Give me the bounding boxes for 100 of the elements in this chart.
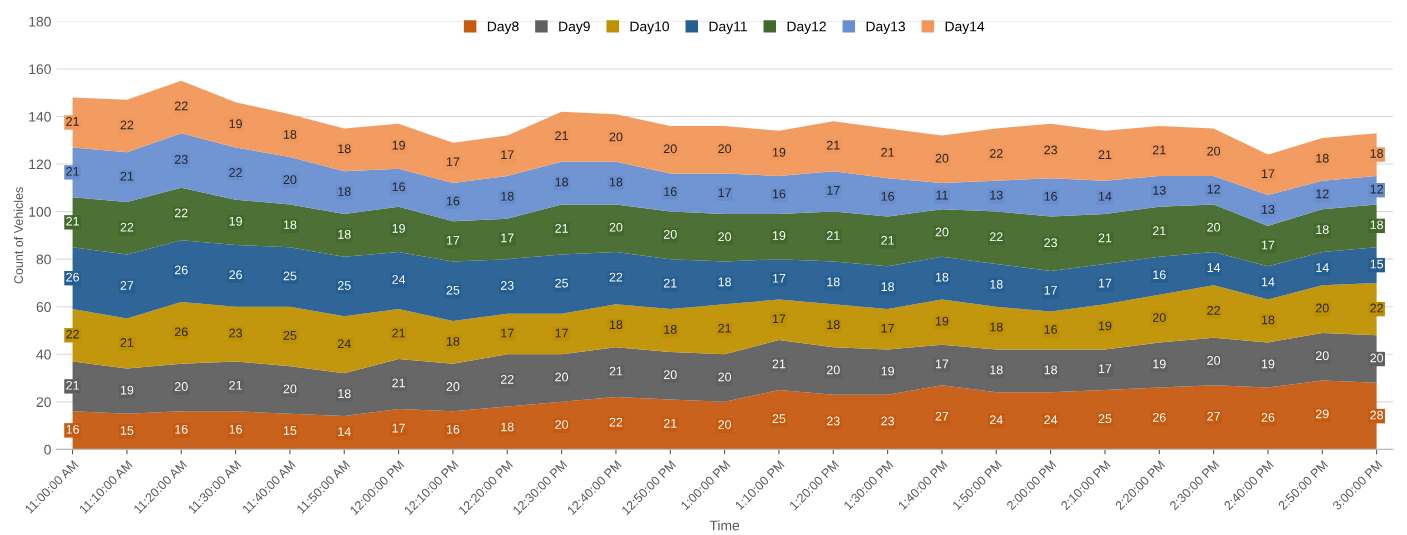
y-tick-label: 80 (36, 254, 51, 265)
data-label: 16 (175, 424, 188, 434)
data-label: 17 (1261, 240, 1275, 250)
data-label: 17 (718, 188, 731, 198)
data-label: 23 (826, 416, 840, 426)
data-label: 13 (1261, 204, 1275, 214)
data-label: 18 (609, 177, 623, 187)
y-axis-title: Count of Vehicles (13, 187, 23, 284)
data-label: 17 (1044, 285, 1057, 295)
data-label: 16 (881, 191, 895, 201)
data-label: 16 (66, 424, 79, 434)
legend-label: Day13 (866, 21, 906, 35)
data-label: 19 (229, 216, 242, 226)
data-label: 23 (1044, 145, 1058, 155)
data-label: 20 (1207, 222, 1221, 232)
data-label: 19 (392, 223, 405, 233)
data-label: 17 (772, 314, 786, 324)
data-label: 18 (990, 279, 1003, 289)
data-label: 22 (66, 329, 79, 339)
data-label: 22 (229, 168, 242, 177)
legend-label: Day10 (630, 21, 669, 35)
data-label: 21 (66, 216, 79, 226)
data-label: 19 (1261, 359, 1275, 369)
data-label: 21 (1152, 145, 1166, 155)
data-label: 21 (392, 378, 405, 388)
data-label: 19 (881, 366, 894, 376)
data-label: 20 (718, 144, 732, 154)
data-label: 17 (501, 328, 514, 338)
data-label: 15 (1370, 259, 1384, 269)
data-label: 18 (1316, 153, 1329, 163)
data-label: 21 (881, 147, 894, 157)
data-label: 20 (1315, 303, 1329, 313)
data-label: 20 (446, 382, 460, 391)
data-label: 20 (555, 372, 569, 382)
data-label: 21 (1098, 233, 1112, 243)
data-label: 18 (1370, 220, 1384, 230)
data-label: 20 (609, 222, 623, 232)
data-label: 21 (392, 328, 405, 338)
data-label: 21 (826, 140, 840, 150)
data-label: 14 (1098, 191, 1112, 201)
data-label: 22 (1207, 305, 1220, 315)
data-label: 19 (772, 147, 786, 157)
data-label: 28 (1370, 410, 1384, 420)
data-label: 20 (283, 175, 297, 185)
y-tick-label: 40 (36, 349, 51, 360)
data-label: 20 (663, 229, 677, 239)
data-label: 22 (609, 272, 623, 282)
data-label: 25 (283, 271, 297, 281)
data-label: 20 (1207, 146, 1221, 156)
data-label: 25 (337, 281, 351, 290)
data-label: 21 (120, 338, 134, 347)
data-label: 22 (989, 149, 1003, 158)
data-label: 18 (338, 229, 351, 239)
data-label: 18 (1370, 149, 1384, 158)
data-label: 18 (446, 336, 460, 346)
data-label: 23 (229, 328, 242, 338)
data-label: 18 (609, 320, 623, 330)
data-label: 18 (338, 187, 351, 196)
data-label: 20 (174, 382, 188, 391)
data-label: 11 (936, 190, 948, 200)
data-label: 22 (120, 222, 134, 232)
data-label: 16 (664, 187, 677, 196)
data-label: 23 (881, 416, 895, 426)
data-label: 20 (555, 420, 569, 429)
data-label: 17 (1098, 278, 1112, 288)
data-label: 20 (1152, 313, 1166, 322)
data-label: 25 (283, 330, 297, 340)
data-label: 17 (501, 150, 514, 159)
y-tick-label: 140 (29, 111, 51, 122)
data-label: 20 (283, 384, 297, 394)
data-label: 26 (66, 272, 79, 282)
data-label: 18 (338, 144, 351, 154)
data-label: 27 (935, 411, 949, 421)
data-label: 14 (1207, 263, 1221, 272)
data-label: 18 (501, 422, 514, 432)
data-label: 16 (446, 424, 460, 434)
data-label: 24 (392, 275, 406, 284)
data-label: 26 (1152, 412, 1166, 422)
data-label: 16 (1153, 270, 1166, 280)
y-tick-label: 0 (44, 444, 51, 455)
data-label: 16 (446, 196, 460, 206)
data-label: 13 (1153, 185, 1166, 195)
data-label: 22 (1370, 303, 1383, 313)
legend-label: Day9 (559, 21, 590, 35)
data-label: 18 (555, 177, 569, 187)
data-label: 18 (718, 277, 732, 287)
x-axis-title: Time (709, 520, 740, 531)
data-label: 18 (338, 389, 351, 399)
data-label: 22 (120, 120, 134, 130)
data-label: 20 (1315, 351, 1329, 361)
data-label: 26 (174, 327, 188, 337)
data-label: 25 (1098, 414, 1112, 424)
data-label: 17 (772, 274, 786, 283)
data-label: 18 (935, 272, 949, 282)
data-label: 21 (772, 359, 786, 369)
data-label: 15 (283, 426, 297, 435)
data-label: 23 (1044, 238, 1058, 248)
data-label: 21 (555, 131, 568, 140)
data-label: 16 (1044, 325, 1058, 334)
y-tick-label: 60 (36, 302, 51, 312)
